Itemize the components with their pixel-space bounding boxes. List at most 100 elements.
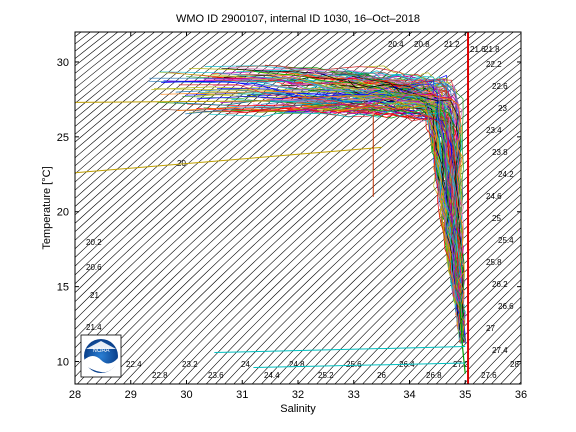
density-contour-line: [325, 193, 521, 384]
contour-label: 24.8: [289, 360, 305, 369]
contour-label: 21.2: [444, 40, 460, 49]
profile-line: [160, 91, 466, 341]
profile-line: [185, 82, 464, 341]
y-tick-label: 15: [57, 282, 69, 294]
y-tick-label: 20: [57, 207, 69, 219]
y-tick-label: 25: [57, 132, 69, 144]
density-contour-line: [215, 99, 521, 384]
contour-label: 21.8: [484, 45, 500, 54]
density-contour-line: [75, 32, 256, 183]
contour-label: 24.4: [264, 371, 280, 380]
density-contour-line: [518, 381, 521, 384]
contour-label: 23.6: [208, 371, 224, 380]
contour-label: 26.2: [492, 280, 508, 289]
x-tick-label: 30: [180, 389, 192, 401]
y-axis-ticks: 10 15 20 25 30: [57, 57, 521, 369]
contour-label: 21: [90, 291, 99, 300]
x-tick-label: 28: [69, 389, 81, 401]
density-contour-line: [75, 32, 192, 127]
contour-label: 25.8: [486, 258, 502, 267]
density-contour-line: [0, 32, 17, 384]
contour-label: 23.8: [492, 148, 508, 157]
contour-label: 24: [241, 360, 250, 369]
y-tick-label: 10: [57, 357, 69, 369]
contour-label: 23.4: [486, 126, 502, 135]
profile-lines: [75, 64, 467, 374]
density-contour-line: [0, 32, 7, 384]
contour-label: 23: [498, 104, 507, 113]
density-contour-line: [196, 84, 521, 384]
density-contour-line: [307, 177, 521, 384]
density-contour-line: [547, 32, 576, 384]
contour-label: 27.2: [453, 360, 469, 369]
density-contour-line: [75, 32, 174, 112]
contour-label: 25.2: [318, 371, 334, 380]
density-contour-line: [0, 32, 35, 384]
density-contour-line: [75, 32, 238, 167]
x-axis-ticks: 28 29 30 31 32 33 34 35 36: [69, 32, 527, 401]
contour-label: 27.6: [481, 371, 497, 380]
profile-line: [75, 100, 271, 103]
contour-label: 21.6: [470, 45, 486, 54]
density-contour-line: [445, 306, 521, 384]
x-tick-label: 35: [459, 389, 471, 401]
contour-label: 24.2: [498, 170, 514, 179]
profile-line: [289, 85, 465, 337]
x-tick-label: 33: [348, 389, 360, 401]
contour-label: 25: [492, 214, 501, 223]
density-contour-line: [75, 32, 220, 151]
density-contour-line: [537, 32, 576, 384]
density-contour-line: [343, 210, 521, 384]
density-contour-line: [205, 91, 521, 384]
density-contour-line: [454, 315, 521, 384]
density-contour-line: [141, 40, 521, 384]
profile-line: [253, 362, 466, 369]
contour-label: 25.6: [346, 360, 362, 369]
profile-line: [218, 72, 467, 342]
contour-label: 22.4: [126, 360, 142, 369]
contour-label: 20.8: [414, 40, 430, 49]
density-contour-line: [0, 32, 26, 384]
density-contour-line: [463, 324, 521, 384]
density-contour-line: [75, 32, 183, 120]
density-contour-line: [233, 114, 521, 384]
density-contour-line: [362, 227, 521, 384]
density-contour-line: [417, 279, 521, 384]
density-contour-line: [75, 32, 164, 104]
contour-label: 26.6: [498, 302, 514, 311]
density-contour-line: [565, 32, 576, 384]
density-contour-line: [187, 76, 521, 384]
profile-line: [334, 74, 467, 342]
contour-label: 26.8: [426, 371, 442, 380]
density-contour-line: [297, 169, 521, 384]
profile-line: [221, 67, 464, 338]
density-contour-line: [75, 32, 247, 175]
contour-label: 21.4: [86, 323, 102, 332]
density-contour-line: [75, 32, 155, 97]
density-contour-line: [75, 32, 266, 191]
density-contour-line: [380, 244, 521, 384]
density-contour-line: [75, 32, 376, 294]
density-contour-line: [316, 185, 521, 384]
density-contour-line: [251, 130, 521, 384]
x-tick-label: 29: [125, 389, 137, 401]
x-tick-label: 36: [515, 389, 527, 401]
density-contour-line: [224, 106, 521, 384]
density-contour-line: [408, 270, 521, 384]
density-contour-line: [556, 32, 576, 384]
density-contour-line: [399, 261, 521, 384]
density-contour-line: [169, 62, 521, 384]
x-tick-label: 34: [403, 389, 415, 401]
noaa-logo: NOAA: [80, 334, 122, 378]
y-tick-label: 30: [57, 57, 69, 69]
density-contour-line: [528, 32, 576, 384]
density-contour-line: [242, 122, 521, 384]
noaa-logo-text: NOAA: [92, 348, 109, 354]
density-contour-line: [371, 235, 521, 384]
profile-line: [178, 84, 463, 340]
profile-line: [211, 73, 464, 341]
profile-line: [253, 71, 465, 339]
contour-label: 27: [486, 324, 495, 333]
density-contour-line: [159, 54, 521, 384]
